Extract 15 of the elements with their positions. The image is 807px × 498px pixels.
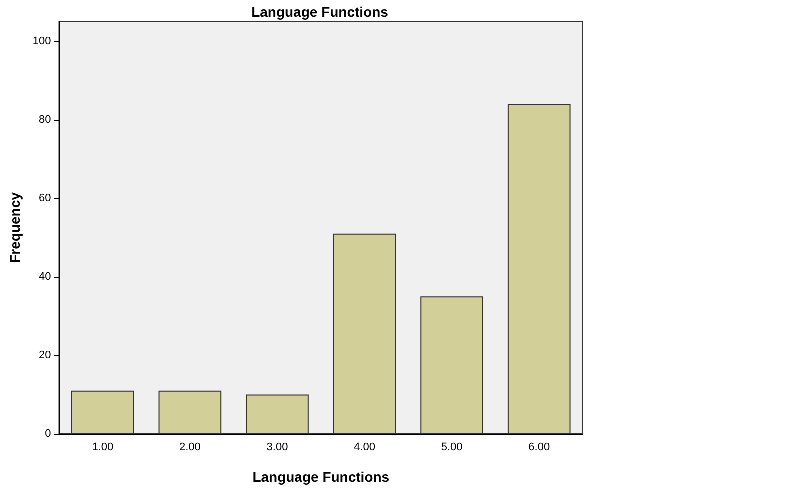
x-tick-label: 4.00 — [354, 442, 376, 454]
y-tick-label: 100 — [32, 36, 52, 48]
x-tick-label: 3.00 — [266, 442, 288, 454]
x-tick-label: 2.00 — [179, 442, 201, 454]
y-tick-label: 40 — [39, 271, 52, 284]
y-tick-label: 60 — [39, 192, 52, 205]
y-axis-title: Frequency — [7, 192, 23, 264]
x-axis-title: Language Functions — [252, 469, 390, 485]
x-tick-label: 5.00 — [441, 442, 463, 454]
y-tick-label: 0 — [45, 428, 52, 440]
y-tick-label: 80 — [39, 114, 52, 126]
chart-title: Language Functions — [252, 4, 389, 20]
x-tick-label: 6.00 — [528, 442, 550, 454]
x-tick-label: 1.00 — [92, 442, 114, 454]
y-tick-label: 20 — [39, 350, 52, 362]
